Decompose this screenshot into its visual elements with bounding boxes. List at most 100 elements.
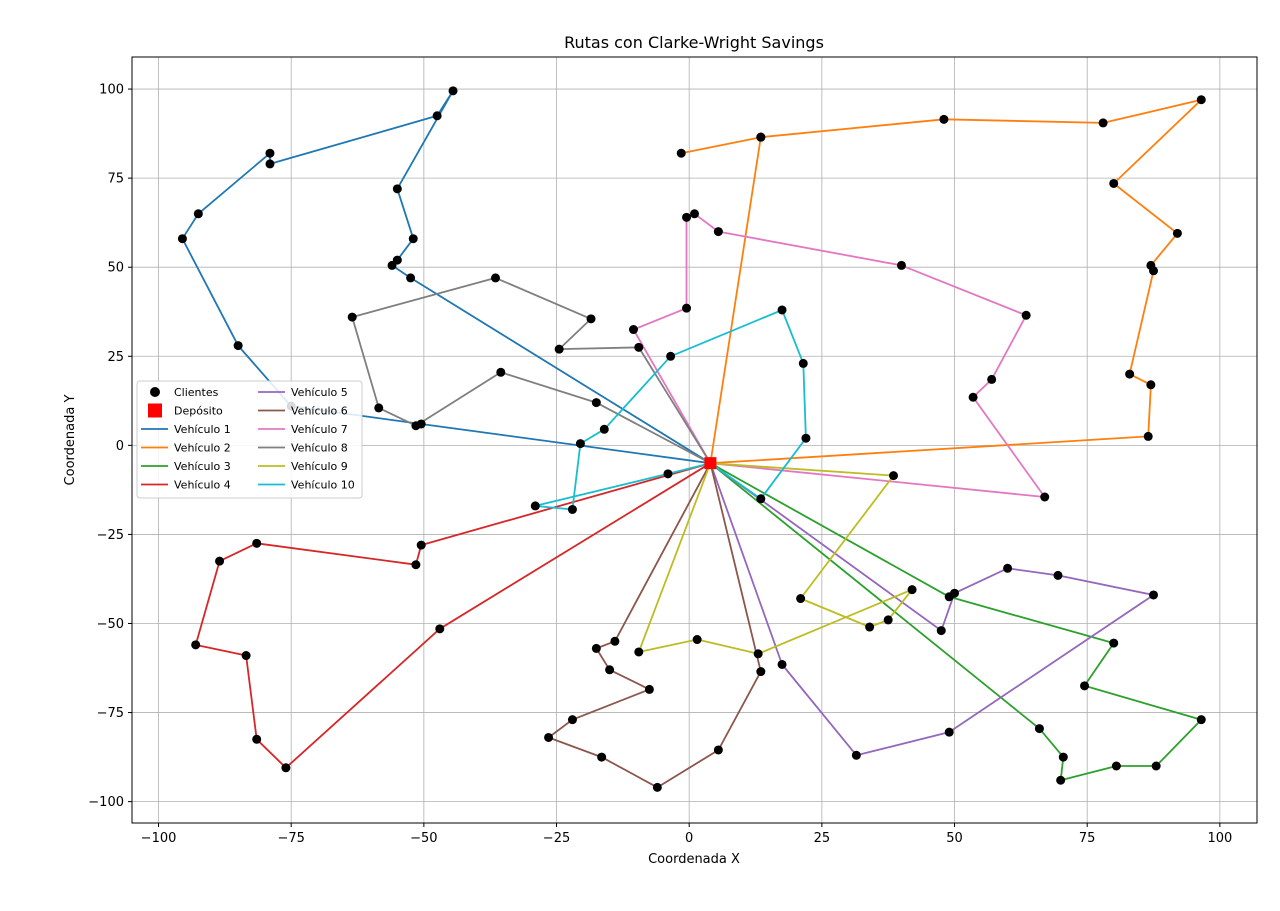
client-point	[408, 234, 418, 244]
client-point	[690, 209, 699, 219]
client-point	[191, 640, 201, 650]
client-point	[1146, 260, 1156, 270]
client-point	[435, 624, 445, 634]
client-point	[567, 504, 577, 514]
client-point	[406, 273, 416, 283]
client-point	[676, 148, 686, 158]
client-point	[575, 439, 585, 449]
x-tick-label: −75	[277, 831, 304, 846]
client-point	[392, 184, 402, 194]
y-tick-label: 25	[107, 350, 124, 365]
client-point	[798, 358, 808, 368]
client-point	[968, 392, 978, 402]
client-point	[692, 635, 702, 645]
client-point	[252, 734, 262, 744]
client-point	[586, 314, 596, 324]
client-point	[865, 622, 875, 632]
client-point	[241, 651, 251, 661]
client-point	[265, 159, 275, 169]
client-point	[177, 234, 187, 244]
client-point	[663, 469, 673, 479]
client-point	[233, 341, 243, 351]
client-point	[1109, 178, 1119, 188]
client-point	[496, 367, 506, 377]
client-point	[944, 727, 954, 737]
legend-entry-label: Vehículo 7	[291, 423, 348, 436]
x-axis-label: Coordenada X	[648, 852, 740, 867]
grid	[132, 57, 1257, 823]
client-point	[265, 148, 275, 158]
client-point	[634, 342, 644, 352]
depot-marker-group	[704, 457, 717, 470]
client-point	[950, 588, 960, 598]
client-point	[1146, 380, 1156, 390]
route-line-vehiculo-7	[632, 212, 1046, 498]
client-point	[1034, 724, 1044, 734]
client-point	[1058, 752, 1068, 762]
client-point	[1149, 590, 1159, 600]
client-point	[387, 260, 397, 270]
client-point	[756, 667, 766, 677]
client-point	[888, 471, 898, 481]
y-axis-label: Coordenada Y	[63, 395, 78, 486]
client-point	[896, 260, 906, 270]
client-point	[756, 132, 766, 142]
y-tick-label: −50	[97, 617, 124, 632]
y-axis-ticks: −100 −75 −50 −25 0 25 50 75 100	[88, 83, 132, 810]
client-point	[1040, 492, 1050, 502]
legend: Clientes Depósito Vehículo 1 Vehículo 2 Vehí…	[136, 380, 363, 499]
legend-entry-label: Vehículo 8	[291, 442, 348, 455]
client-point	[644, 684, 654, 694]
x-tick-label: −100	[141, 831, 177, 846]
x-axis-ticks: −100 −75 −50 −25 0 25 50 75 100	[141, 823, 1232, 846]
client-point	[554, 344, 564, 354]
client-point	[777, 305, 787, 315]
client-point	[1098, 118, 1108, 128]
client-point	[1151, 761, 1161, 771]
client-point	[1172, 228, 1182, 238]
client-point	[215, 556, 225, 566]
legend-entry-label: Depósito	[174, 405, 223, 418]
x-tick-label: −50	[410, 831, 437, 846]
client-point	[753, 649, 763, 659]
client-markers	[177, 86, 1206, 792]
client-point	[597, 752, 607, 762]
client-point	[907, 585, 917, 595]
client-point	[936, 626, 946, 636]
client-point	[1056, 775, 1066, 785]
chart-title: Rutas con Clarke-Wright Savings	[564, 33, 824, 52]
client-point	[347, 312, 357, 322]
client-point	[1196, 715, 1206, 725]
client-point	[416, 540, 426, 550]
client-point	[713, 745, 723, 755]
depot-marker	[704, 457, 717, 470]
client-point	[801, 433, 811, 443]
client-point	[1003, 563, 1013, 573]
legend-entry-label: Vehículo 6	[291, 405, 348, 418]
client-point	[939, 114, 949, 124]
client-point	[411, 421, 421, 431]
legend-entry-label: Vehículo 1	[174, 423, 231, 436]
client-point	[652, 782, 662, 792]
legend-marker-clients	[150, 387, 160, 397]
client-point	[281, 763, 291, 773]
client-point	[605, 665, 615, 675]
y-tick-label: −25	[97, 528, 124, 543]
client-point	[666, 351, 676, 361]
client-point	[610, 636, 620, 646]
client-point	[1080, 681, 1090, 691]
client-point	[599, 424, 609, 434]
client-point	[1196, 95, 1206, 105]
y-tick-label: 100	[99, 83, 124, 98]
legend-entry-label: Vehículo 2	[174, 442, 231, 455]
x-tick-label: 75	[1079, 831, 1096, 846]
y-tick-label: 0	[116, 439, 124, 454]
legend-frame	[136, 380, 363, 499]
plot-frame	[131, 56, 1258, 824]
client-point	[544, 732, 554, 742]
client-point	[682, 303, 692, 313]
client-point	[1053, 570, 1063, 580]
client-point	[374, 403, 384, 413]
client-point	[193, 209, 203, 219]
